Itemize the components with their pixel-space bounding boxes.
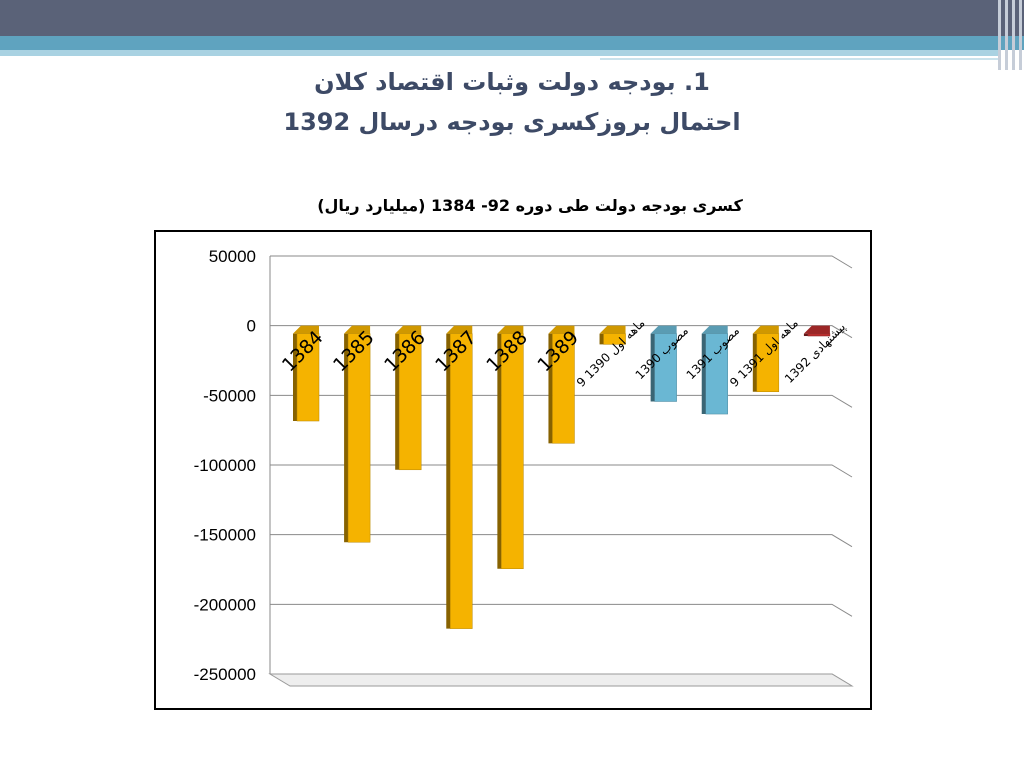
bar-top <box>803 325 830 334</box>
bar-side <box>497 333 502 569</box>
bar-top <box>497 325 524 334</box>
bar-top <box>548 325 575 334</box>
bar-side <box>344 333 349 543</box>
chart-frame: 50000 0 -50000 -100000 -150000 -200000 -250000… <box>154 230 872 710</box>
bar-side <box>395 333 400 470</box>
bar <box>450 333 473 629</box>
bar-side <box>293 333 297 422</box>
y-tick-label: -250000 <box>194 665 256 684</box>
header-stripe-light <box>0 50 1000 56</box>
bar-side <box>599 333 604 345</box>
gridline <box>270 255 853 269</box>
y-tick-label: -200000 <box>194 595 256 614</box>
header-stripe <box>0 36 1024 50</box>
gridline <box>270 603 853 617</box>
bar-side <box>701 333 706 415</box>
y-tick-label: 50000 <box>209 247 256 266</box>
bar-side <box>548 333 553 444</box>
header-decor-lines <box>996 0 1024 70</box>
bar-top <box>599 325 626 334</box>
bar-side <box>752 333 757 392</box>
gridline <box>270 325 853 339</box>
header-thin-line <box>600 58 1000 60</box>
slide-subtitle: احتمال بروزکسری بودجه درسال 1392 <box>283 108 741 136</box>
bar-chart: 50000 0 -50000 -100000 -150000 -200000 -250000… <box>194 247 854 687</box>
bar-top <box>293 325 319 334</box>
y-tick-label: -50000 <box>203 386 256 405</box>
header-bar <box>0 0 1024 36</box>
chart-floor <box>268 673 854 687</box>
bar-side <box>650 333 655 402</box>
bar-side <box>446 333 451 629</box>
y-tick-label: 0 <box>247 317 256 336</box>
bar-top <box>752 325 779 334</box>
chart-title: کسری بودجه دولت طی دوره 92- 1384 (میلیار… <box>317 196 743 215</box>
y-tick-label: -150000 <box>194 526 256 545</box>
bar-top <box>395 325 422 334</box>
bar-side <box>803 333 808 337</box>
bar-top <box>446 325 473 334</box>
bar-top <box>650 325 677 334</box>
slide-title: 1. بودجه دولت وثبات اقتصاد کلان <box>314 68 710 96</box>
bar-top <box>701 325 728 334</box>
bar-top <box>344 325 371 334</box>
y-tick-label: -100000 <box>194 456 256 475</box>
